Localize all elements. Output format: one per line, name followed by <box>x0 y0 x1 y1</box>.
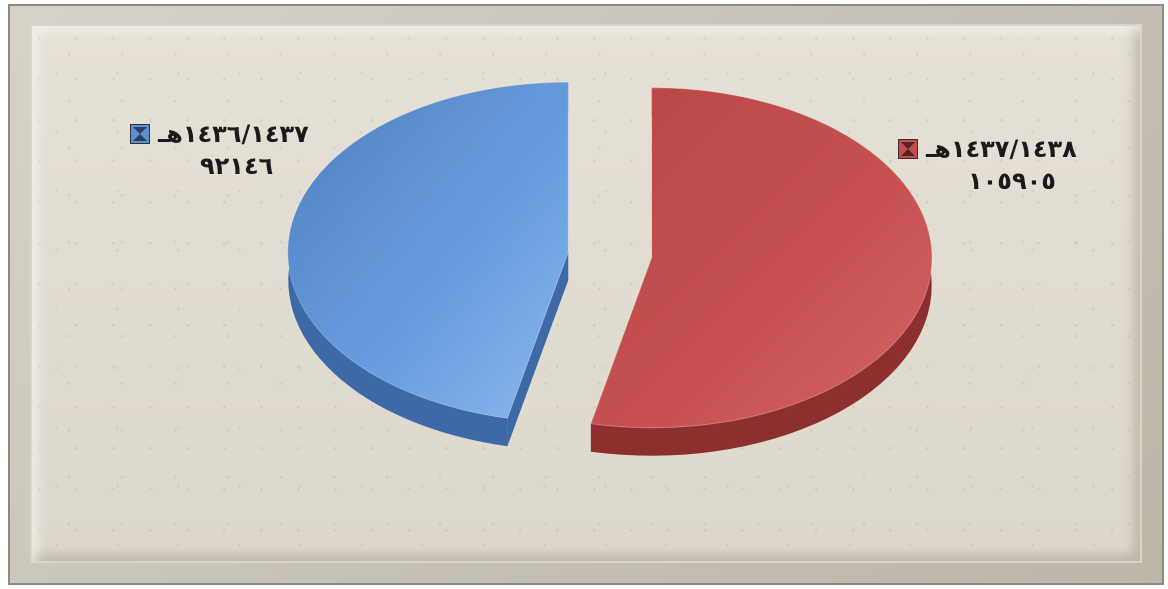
chart-frame <box>8 4 1164 585</box>
legend-label-1: ١٤٣٦/١٤٣٧هـ <box>158 120 309 148</box>
legend-label-2: ١٤٣٧/١٤٣٨هـ <box>926 135 1077 163</box>
data-label-2: ١٠٥٩٠٥ <box>968 167 1056 195</box>
pie-slice-2 <box>590 87 933 429</box>
legend-swatch-red <box>898 139 918 159</box>
chart-background <box>32 26 1140 561</box>
legend-swatch-blue <box>130 124 150 144</box>
legend-series-2: ١٤٣٧/١٤٣٨هـ ١٠٥٩٠٥ <box>898 135 1077 195</box>
data-label-1: ٩٢١٤٦ <box>200 152 274 180</box>
pie-slice-wall-1-0 <box>507 252 569 447</box>
legend-series-1: ١٤٣٦/١٤٣٧هـ ٩٢١٤٦ <box>130 120 309 180</box>
pie-slice-1 <box>287 81 569 419</box>
